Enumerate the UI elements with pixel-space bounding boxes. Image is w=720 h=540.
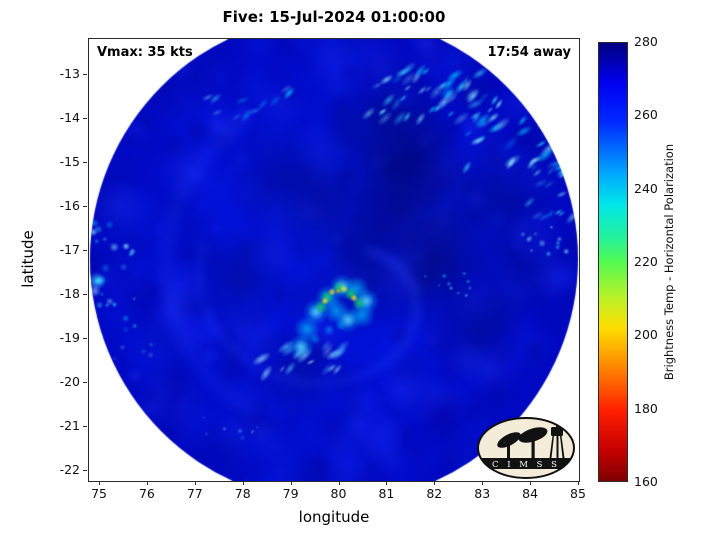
plot-area: Vmax: 35 kts 17:54 away C I M S S	[88, 38, 580, 482]
y-tick-label: -19	[59, 329, 80, 345]
logo-band	[478, 458, 574, 469]
x-tick-label: 77	[186, 486, 203, 501]
colorbar	[598, 42, 628, 482]
colorbar-tick-label: 220	[634, 254, 658, 269]
y-tick-label: -13	[59, 66, 80, 82]
y-tick-mark	[83, 74, 87, 76]
colorbar-tick-label: 200	[634, 327, 658, 343]
x-tick-mark	[242, 481, 244, 485]
x-tick-label: 83	[474, 486, 491, 501]
y-tick-mark	[83, 249, 87, 251]
y-tick-mark	[83, 162, 87, 164]
x-tick-label: 75	[91, 486, 107, 501]
colorbar-tick-label: 280	[634, 34, 658, 49]
time-away-annotation: 17:54 away	[487, 45, 571, 60]
y-tick-label: -16	[59, 198, 80, 213]
x-tick-mark	[290, 481, 292, 485]
y-axis-label: latitude	[19, 230, 37, 288]
y-tick-mark	[83, 293, 87, 295]
x-tick-label: 76	[138, 486, 155, 501]
colorbar-tick-label: 260	[634, 107, 658, 123]
x-tick-mark	[338, 481, 340, 485]
x-tick-label: 79	[282, 486, 299, 501]
x-tick-label: 78	[234, 486, 251, 501]
x-tick-mark	[578, 481, 579, 485]
colorbar-tick-label: 240	[634, 180, 658, 196]
x-tick-mark	[434, 481, 436, 485]
y-tick-mark	[83, 425, 87, 427]
y-tick-mark	[83, 469, 87, 471]
y-tick-label: -22	[59, 461, 80, 477]
y-tick-mark	[83, 206, 87, 207]
y-tick-label: -14	[59, 110, 80, 126]
x-tick-mark	[482, 481, 484, 485]
y-tick-mark	[83, 118, 87, 120]
x-tick-mark	[194, 481, 196, 485]
logo-text: C I M S S	[492, 460, 560, 470]
y-tick-label: -20	[59, 373, 80, 389]
storm-heatmap-canvas	[89, 39, 579, 481]
colorbar-tick-label: 180	[634, 400, 658, 416]
x-axis-label: longitude	[298, 508, 370, 526]
x-tick-label: 82	[426, 486, 443, 501]
x-tick-mark	[386, 481, 388, 485]
cimss-logo: C I M S S	[477, 417, 575, 479]
y-tick-label: -21	[59, 417, 80, 433]
y-tick-mark	[83, 337, 87, 339]
observatory-silhouette-icon	[497, 421, 565, 458]
vmax-annotation: Vmax: 35 kts	[97, 45, 193, 60]
plot-title: Five: 15-Jul-2024 01:00:00	[222, 8, 446, 26]
y-tick-label: -15	[59, 154, 80, 170]
y-tick-mark	[83, 381, 87, 383]
y-tick-label: -18	[59, 285, 80, 301]
x-tick-label: 80	[330, 486, 347, 501]
x-tick-label: 85	[570, 486, 586, 501]
x-tick-mark	[146, 481, 148, 485]
x-tick-mark	[99, 481, 101, 485]
y-tick-label: -17	[59, 241, 80, 257]
colorbar-tick-label: 160	[634, 474, 658, 489]
x-tick-label: 84	[522, 486, 539, 501]
x-tick-mark	[530, 481, 532, 485]
x-tick-label: 81	[378, 486, 395, 501]
